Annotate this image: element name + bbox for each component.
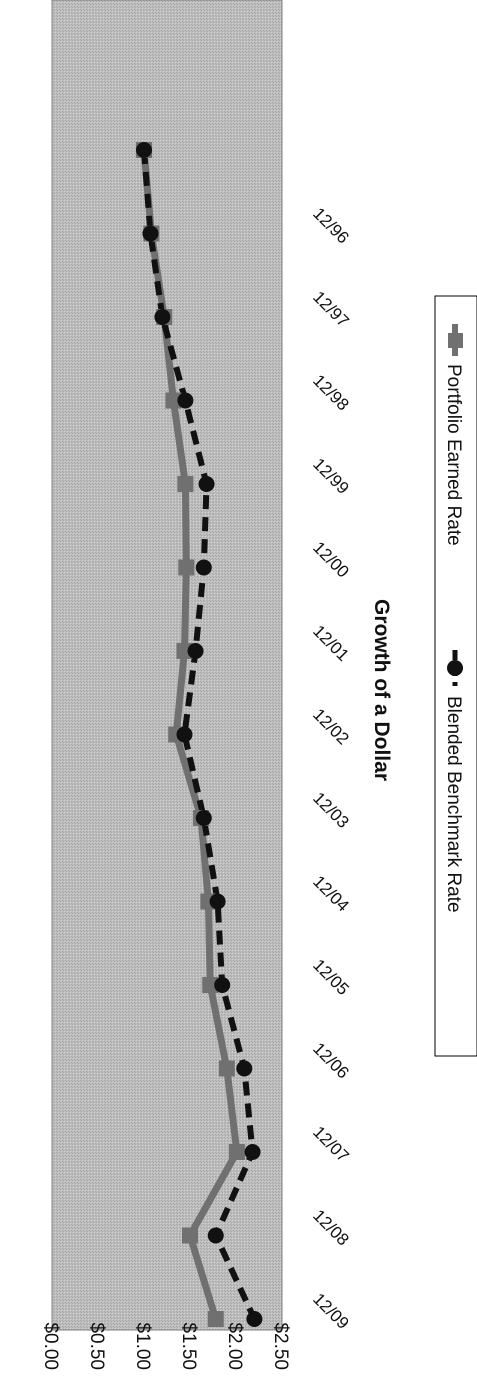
benchmark-point [246, 1311, 263, 1327]
x-tick-label: 12/07 [309, 1122, 353, 1166]
portfolio-point [202, 977, 219, 993]
x-tick-label: 12/96 [309, 204, 353, 248]
x-tick-label: 12/03 [309, 788, 353, 832]
portfolio-point [177, 476, 194, 492]
x-tick-label: 12/05 [309, 955, 353, 999]
benchmark-point [177, 392, 194, 409]
x-tick-label: 12/99 [309, 454, 353, 498]
benchmark-point [207, 1227, 224, 1244]
y-tick-label: $1.50 [178, 1322, 199, 1370]
benchmark-point [244, 1144, 261, 1160]
legend-benchmark-label: Blended Benchmark Rate [443, 696, 464, 913]
portfolio-point [182, 1227, 198, 1244]
portfolio-point [165, 392, 182, 409]
series-layer [136, 142, 263, 1327]
x-tick-label: 12/98 [309, 371, 353, 415]
x-tick-label: 12/97 [309, 287, 353, 331]
x-tick-label: 12/06 [309, 1039, 353, 1083]
y-tick-label: $0.50 [86, 1322, 107, 1370]
legend-portfolio-label: Portfolio Earned Rate [443, 364, 464, 546]
y-axis-tick-labels: $0.00 $0.50 $1.00 $1.50 $2.00 $2.50 [40, 1322, 291, 1370]
legend-benchmark-marker [447, 660, 463, 676]
benchmark-point [142, 225, 159, 242]
benchmark-point [209, 893, 226, 910]
y-tick-label: $0.00 [40, 1322, 61, 1370]
benchmark-point [136, 142, 152, 158]
x-tick-label: 12/09 [309, 1289, 353, 1333]
legend: Portfolio Earned Rate Blended Benchmark … [434, 295, 477, 1057]
benchmark-point [236, 1060, 253, 1077]
x-tick-label: 12/04 [309, 872, 353, 916]
y-tick-label: $2.00 [224, 1322, 245, 1370]
x-tick-label: 12/02 [309, 705, 353, 749]
y-tick-label: $1.00 [132, 1322, 153, 1370]
x-axis-tick-labels: 12/96 12/97 12/98 12/99 12/00 12/01 12/02 12/03… [309, 204, 353, 1333]
benchmark-point [195, 559, 212, 576]
benchmark-point [176, 726, 193, 743]
benchmark-point [154, 309, 171, 325]
chart-rotated-frame: Growth of a Dollar $0.00 $0.50 $1.00 $1.50 $… [40, 0, 477, 1370]
x-tick-label: 12/00 [309, 538, 353, 582]
benchmark-point [195, 810, 212, 826]
benchmark-point [214, 977, 231, 993]
portfolio-point [218, 1060, 235, 1077]
benchmark-point [198, 476, 215, 492]
portfolio-point [176, 643, 193, 659]
legend-portfolio-marker [448, 333, 463, 348]
portfolio-point [228, 1144, 245, 1160]
x-tick-label: 12/01 [309, 621, 353, 665]
chart-title: Growth of a Dollar [370, 599, 393, 781]
x-tick-label: 12/08 [309, 1206, 353, 1250]
y-tick-label: $2.50 [270, 1322, 291, 1370]
portfolio-point [207, 1311, 224, 1327]
portfolio-point [178, 559, 195, 576]
benchmark-point [187, 643, 204, 659]
